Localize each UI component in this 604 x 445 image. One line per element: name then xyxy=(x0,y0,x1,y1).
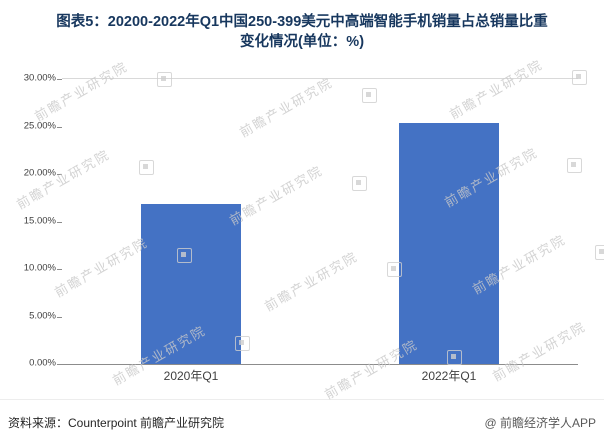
x-axis-label: 2022年Q1 xyxy=(421,369,477,383)
brand-note: @ 前瞻经济学人APP xyxy=(484,416,596,430)
source-note: 资料来源：Counterpoint 前瞻产业研究院 xyxy=(8,416,225,430)
bar-2022年Q1 xyxy=(399,122,499,364)
x-axis-label: 2020年Q1 xyxy=(163,369,219,383)
y-tick-label: 0.00% xyxy=(29,357,56,369)
plot-area xyxy=(57,78,578,365)
chart-title-line1: 图表5：20200-2022年Q1中国250-399美元中高端智能手机销量占总销… xyxy=(56,14,548,30)
x-axis: 2020年Q1 2022年Q1 xyxy=(62,367,578,387)
footer: 资料来源：Counterpoint 前瞻产业研究院 @ 前瞻经济学人APP xyxy=(8,414,596,431)
y-tick-label: 5.00% xyxy=(29,310,56,321)
y-tick-mark xyxy=(57,79,62,80)
y-tick-mark xyxy=(57,221,62,223)
y-tick-mark xyxy=(57,269,62,270)
chart-title-line2: 变化情况(单位：%) xyxy=(239,34,365,50)
y-axis: 30.00% 25.00% 20.00% 15.00% 10.00% 5.00% 0.00% xyxy=(0,73,56,369)
y-tick-label: 10.00% xyxy=(23,262,56,274)
chart-title: 图表5：20200-2022年Q1中国250-399美元中高端智能手机销量占总销… xyxy=(0,12,604,52)
y-tick-mark xyxy=(57,364,62,365)
qianzhan-logo-icon xyxy=(595,245,604,260)
y-tick-mark xyxy=(57,316,62,318)
bar-2020年Q1 xyxy=(141,204,241,364)
y-tick-label: 25.00% xyxy=(23,120,56,131)
y-tick-label: 15.00% xyxy=(23,215,56,226)
y-tick-label: 30.00% xyxy=(23,72,56,84)
y-tick-mark xyxy=(57,174,62,175)
footer-divider xyxy=(0,399,604,400)
y-tick-label: 20.00% xyxy=(23,167,56,179)
y-tick-mark xyxy=(57,126,62,128)
